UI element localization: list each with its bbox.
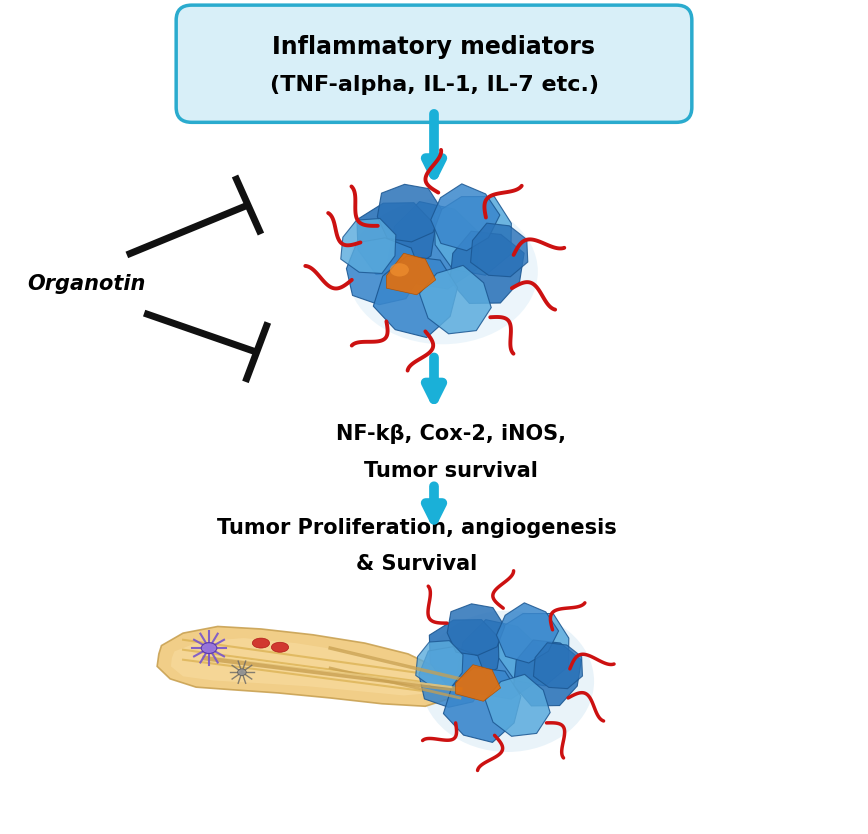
- Ellipse shape: [253, 638, 270, 648]
- Polygon shape: [444, 667, 521, 742]
- Polygon shape: [470, 224, 528, 277]
- Text: NF-kβ, Cox-2, iNOS,: NF-kβ, Cox-2, iNOS,: [336, 424, 566, 444]
- Polygon shape: [498, 614, 569, 686]
- FancyBboxPatch shape: [176, 5, 692, 123]
- Polygon shape: [496, 603, 559, 663]
- Polygon shape: [434, 197, 511, 275]
- Polygon shape: [447, 604, 505, 656]
- Polygon shape: [378, 184, 442, 242]
- Text: & Survival: & Survival: [356, 554, 477, 574]
- Text: Inflammatory mediators: Inflammatory mediators: [273, 35, 595, 59]
- Polygon shape: [514, 640, 582, 706]
- Polygon shape: [388, 202, 479, 289]
- Polygon shape: [341, 219, 396, 274]
- Polygon shape: [450, 231, 524, 304]
- Polygon shape: [346, 238, 421, 304]
- Ellipse shape: [390, 264, 409, 277]
- Polygon shape: [373, 256, 457, 338]
- Text: Tumor Proliferation, angiogenesis: Tumor Proliferation, angiogenesis: [217, 518, 616, 538]
- Polygon shape: [431, 183, 500, 251]
- Ellipse shape: [238, 669, 247, 676]
- Polygon shape: [386, 254, 436, 294]
- Ellipse shape: [421, 610, 594, 752]
- Text: Organotin: Organotin: [28, 274, 146, 294]
- Polygon shape: [419, 646, 487, 707]
- Polygon shape: [456, 665, 501, 701]
- Ellipse shape: [201, 643, 217, 654]
- Polygon shape: [171, 638, 441, 696]
- Polygon shape: [430, 620, 502, 686]
- Polygon shape: [357, 203, 436, 274]
- Polygon shape: [416, 641, 463, 688]
- Polygon shape: [157, 626, 460, 706]
- Text: Tumor survival: Tumor survival: [365, 461, 538, 481]
- Polygon shape: [485, 675, 550, 736]
- Polygon shape: [534, 643, 582, 689]
- Polygon shape: [419, 265, 491, 334]
- Text: (TNF-alpha, IL-1, IL-7 etc.): (TNF-alpha, IL-1, IL-7 etc.): [269, 74, 599, 94]
- Polygon shape: [457, 620, 540, 699]
- Ellipse shape: [347, 198, 538, 344]
- Ellipse shape: [272, 642, 289, 652]
